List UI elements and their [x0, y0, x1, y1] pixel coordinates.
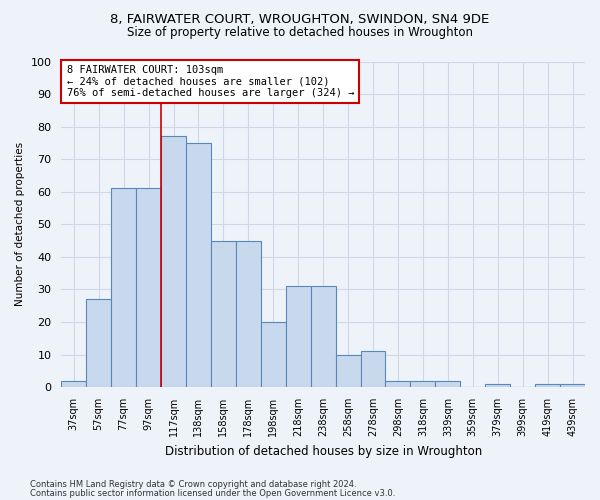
Bar	[410, 380, 436, 387]
Bar	[236, 240, 261, 387]
Bar	[286, 286, 311, 387]
Bar	[485, 384, 510, 387]
Bar	[161, 136, 186, 387]
Bar	[136, 188, 161, 387]
Text: Size of property relative to detached houses in Wroughton: Size of property relative to detached ho…	[127, 26, 473, 39]
Bar	[186, 143, 211, 387]
X-axis label: Distribution of detached houses by size in Wroughton: Distribution of detached houses by size …	[164, 444, 482, 458]
Y-axis label: Number of detached properties: Number of detached properties	[15, 142, 25, 306]
Text: 8, FAIRWATER COURT, WROUGHTON, SWINDON, SN4 9DE: 8, FAIRWATER COURT, WROUGHTON, SWINDON, …	[110, 12, 490, 26]
Bar	[436, 380, 460, 387]
Bar	[211, 240, 236, 387]
Bar	[311, 286, 335, 387]
Text: Contains HM Land Registry data © Crown copyright and database right 2024.: Contains HM Land Registry data © Crown c…	[30, 480, 356, 489]
Bar	[385, 380, 410, 387]
Bar	[361, 352, 385, 387]
Text: Contains public sector information licensed under the Open Government Licence v3: Contains public sector information licen…	[30, 489, 395, 498]
Bar	[86, 299, 111, 387]
Bar	[261, 322, 286, 387]
Bar	[111, 188, 136, 387]
Bar	[535, 384, 560, 387]
Bar	[61, 380, 86, 387]
Text: 8 FAIRWATER COURT: 103sqm
← 24% of detached houses are smaller (102)
76% of semi: 8 FAIRWATER COURT: 103sqm ← 24% of detac…	[67, 65, 354, 98]
Bar	[560, 384, 585, 387]
Bar	[335, 354, 361, 387]
